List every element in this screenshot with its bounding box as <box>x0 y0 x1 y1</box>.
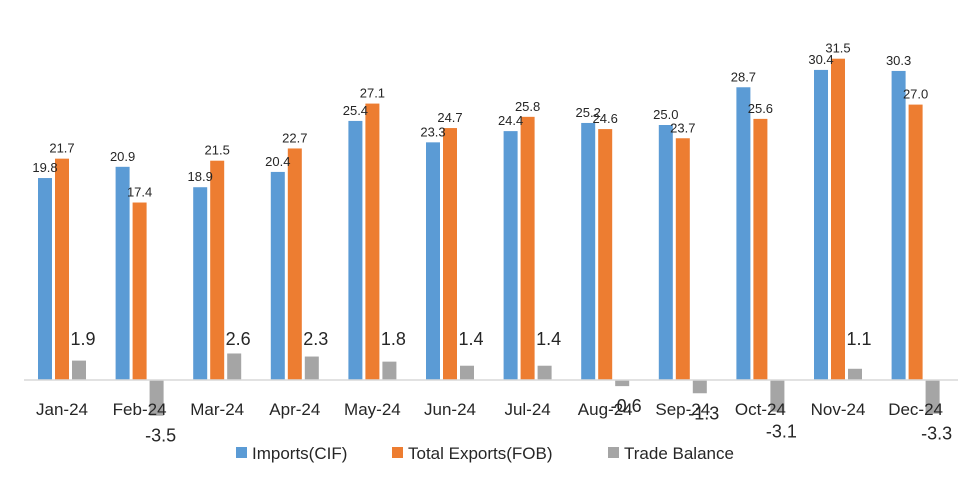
data-label-imports-aug-24: 25.2 <box>576 105 601 120</box>
legend-label-exports: Total Exports(FOB) <box>408 444 553 463</box>
data-label-balance-jul-24: 1.4 <box>536 329 561 349</box>
data-label-imports-jan-24: 19.8 <box>32 160 57 175</box>
x-tick-jul-24: Jul-24 <box>504 400 550 419</box>
bar-exports-dec-24 <box>908 104 923 380</box>
legend: Imports(CIF) Total Exports(FOB) Trade Ba… <box>236 444 734 463</box>
data-label-exports-mar-24: 21.5 <box>205 143 230 158</box>
x-tick-aug-24: Aug-24 <box>578 400 633 419</box>
data-label-imports-may-24: 25.4 <box>343 103 368 118</box>
data-label-balance-nov-24: 1.1 <box>846 329 871 349</box>
bar-imports-nov-24 <box>814 69 828 381</box>
bar-imports-mar-24 <box>193 187 208 380</box>
data-label-exports-aug-24: 24.6 <box>593 111 618 126</box>
bar-balance-apr-24 <box>304 356 319 380</box>
data-label-exports-jun-24: 24.7 <box>437 110 462 125</box>
legend-swatch-balance <box>608 447 619 458</box>
bar-exports-nov-24 <box>831 58 845 380</box>
bar-balance-jun-24 <box>460 365 474 380</box>
legend-label-balance: Trade Balance <box>624 444 734 463</box>
x-tick-jan-24: Jan-24 <box>36 400 88 419</box>
data-label-exports-jul-24: 25.8 <box>515 99 540 114</box>
x-tick-feb-24: Feb-24 <box>113 400 167 419</box>
bar-imports-oct-24 <box>736 87 751 380</box>
x-tick-labels: Jan-24 Feb-24 Mar-24 Apr-24 May-24 Jun-24 Jul-… <box>36 400 943 419</box>
bar-exports-mar-24 <box>210 160 225 380</box>
bar-balance-oct-24 <box>770 380 785 412</box>
data-label-exports-apr-24: 22.7 <box>282 130 307 145</box>
data-label-imports-feb-24: 20.9 <box>110 149 135 164</box>
data-label-exports-nov-24: 31.5 <box>825 41 850 56</box>
bar-balance-jul-24 <box>537 365 552 380</box>
bar-balance-nov-24 <box>848 368 862 380</box>
bar-exports-jul-24 <box>520 116 535 380</box>
bar-exports-oct-24 <box>753 118 768 380</box>
bar-exports-apr-24 <box>287 148 302 380</box>
data-label-balance-mar-24: 2.6 <box>226 329 251 349</box>
x-tick-mar-24: Mar-24 <box>190 400 244 419</box>
bar-exports-aug-24 <box>598 129 613 380</box>
data-label-balance-aug-24: -0.6 <box>611 396 642 416</box>
data-labels-layer: 19.8 21.7 1.9 20.9 17.4 -3.5 18.9 21.5 2.6 20.4 22… <box>32 41 952 446</box>
data-label-balance-may-24: 1.8 <box>381 329 406 349</box>
bar-exports-feb-24 <box>132 202 147 380</box>
bar-balance-jan-24 <box>72 360 86 380</box>
data-label-imports-nov-24: 30.4 <box>808 52 833 67</box>
data-label-imports-mar-24: 18.9 <box>188 169 213 184</box>
data-label-imports-jun-24: 23.3 <box>420 124 445 139</box>
x-tick-oct-24: Oct-24 <box>735 400 786 419</box>
bar-balance-dec-24 <box>925 380 940 414</box>
x-tick-dec-24: Dec-24 <box>888 400 943 419</box>
bar-imports-jun-24 <box>426 142 440 380</box>
data-label-balance-oct-24: -3.1 <box>766 422 797 442</box>
bar-balance-may-24 <box>382 361 397 380</box>
bar-exports-may-24 <box>365 103 380 380</box>
x-tick-sep-24: Sep-24 <box>655 400 710 419</box>
bar-imports-feb-24 <box>115 166 130 380</box>
bar-balance-mar-24 <box>227 353 242 380</box>
data-label-exports-jan-24: 21.7 <box>49 141 74 156</box>
x-tick-apr-24: Apr-24 <box>269 400 320 419</box>
bar-exports-jan-24 <box>55 158 69 380</box>
data-label-balance-jun-24: 1.4 <box>458 329 483 349</box>
x-tick-may-24: May-24 <box>344 400 401 419</box>
bar-imports-aug-24 <box>581 122 596 381</box>
bars-layer <box>38 58 940 416</box>
x-tick-nov-24: Nov-24 <box>811 400 866 419</box>
bar-balance-feb-24 <box>149 380 164 416</box>
data-label-balance-apr-24: 2.3 <box>303 329 328 349</box>
data-label-balance-jan-24: 1.9 <box>70 329 95 349</box>
bar-imports-may-24 <box>348 120 363 381</box>
legend-swatch-imports <box>236 447 247 458</box>
data-label-imports-dec-24: 30.3 <box>886 53 911 68</box>
data-label-exports-dec-24: 27.0 <box>903 87 928 102</box>
data-label-balance-feb-24: -3.5 <box>145 426 176 446</box>
data-label-exports-oct-24: 25.6 <box>748 101 773 116</box>
legend-label-imports: Imports(CIF) <box>252 444 347 463</box>
bar-balance-sep-24 <box>692 380 707 394</box>
data-label-exports-may-24: 27.1 <box>360 86 385 101</box>
data-label-imports-jul-24: 24.4 <box>498 113 523 128</box>
bar-imports-dec-24 <box>891 70 906 380</box>
data-label-exports-sep-24: 23.7 <box>670 120 695 135</box>
legend-swatch-exports <box>392 447 403 458</box>
data-label-imports-oct-24: 28.7 <box>731 69 756 84</box>
x-tick-jun-24: Jun-24 <box>424 400 476 419</box>
bar-balance-aug-24 <box>615 380 630 387</box>
data-label-exports-feb-24: 17.4 <box>127 185 152 200</box>
bar-imports-sep-24 <box>658 125 673 380</box>
data-label-imports-apr-24: 20.4 <box>265 154 290 169</box>
bar-exports-sep-24 <box>675 138 690 380</box>
bar-exports-jun-24 <box>443 128 457 380</box>
data-label-imports-sep-24: 25.0 <box>653 107 678 122</box>
bar-imports-jan-24 <box>38 178 52 380</box>
bar-imports-jul-24 <box>503 131 518 380</box>
bar-imports-apr-24 <box>270 171 285 380</box>
data-label-balance-sep-24: -1.3 <box>688 403 719 423</box>
data-label-balance-dec-24: -3.3 <box>921 424 952 444</box>
